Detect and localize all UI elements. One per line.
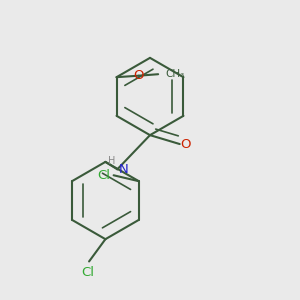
Text: CH₃: CH₃ xyxy=(166,69,185,79)
Text: Cl: Cl xyxy=(98,169,111,182)
Text: O: O xyxy=(134,69,144,82)
Text: Cl: Cl xyxy=(81,266,94,279)
Text: N: N xyxy=(119,163,128,176)
Text: O: O xyxy=(180,138,190,151)
Text: H: H xyxy=(108,156,116,166)
